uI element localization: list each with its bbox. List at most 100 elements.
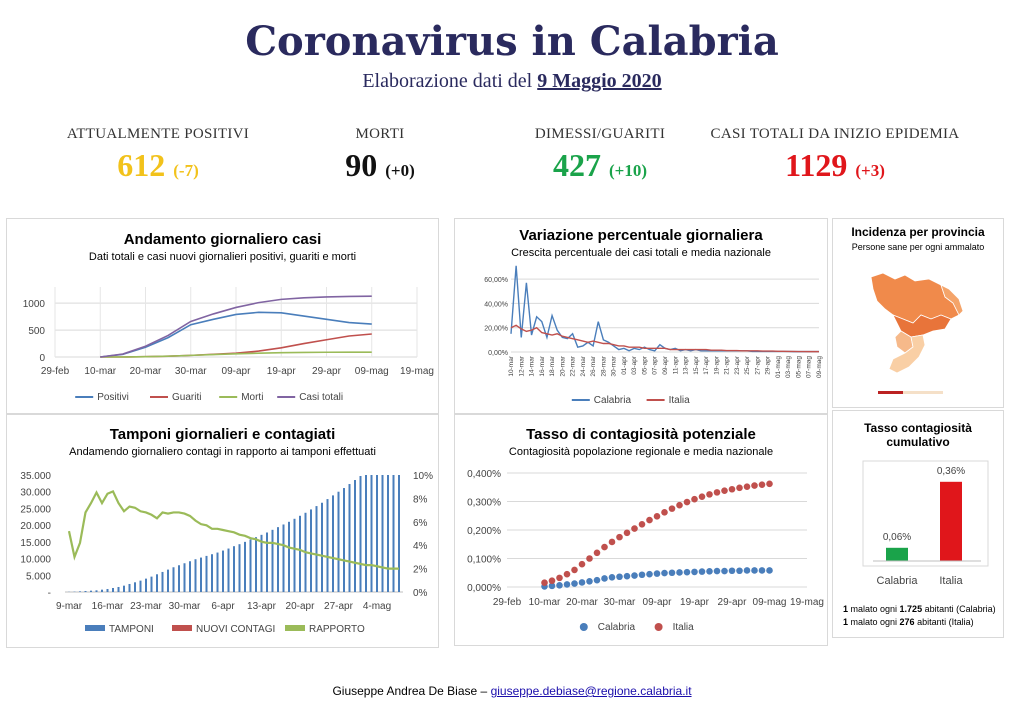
x-tick-label: 20-apr [286,601,316,612]
y-left-tick-label: 20.000 [20,521,51,532]
panel-subtitle: Crescita percentuale dei casi totali e m… [511,247,771,259]
bar-tamponi [299,515,301,592]
scatter-point-calabria [698,568,706,575]
bar-tamponi [145,578,147,592]
scatter-point-italia [743,483,751,490]
bar-tamponi [216,552,219,592]
series-line-positivi [100,311,372,358]
x-tick-label: 20-mar [130,366,162,377]
bar-tamponi [134,582,136,592]
footer-email-link[interactable]: giuseppe.debiase@regione.calabria.it [490,684,692,698]
y-tick-label: 500 [28,326,45,337]
stat-label: ATTUALMENTE POSITIVI [66,126,250,142]
stat-value: 427 [552,147,601,183]
legend-label: Positivi [97,392,129,403]
panel-title: Incidenza per provincia [851,225,985,239]
panel-title: Variazione percentuale giornaliera [519,227,763,244]
scatter-point-italia [646,516,653,524]
map-calabria [870,272,964,394]
bar-calabria [886,547,908,561]
scatter-point-calabria [728,567,736,575]
legend-marker [654,623,663,631]
legend-label: Italia [669,395,691,406]
bar-tamponi [161,571,164,592]
x-tick-label: 05-mag [795,356,802,378]
x-tick-label: 03-apr [631,355,638,375]
stat-casi-totali: CASI TOTALI DA INIZIO EPIDEMIA 1129 (+3) [710,126,960,184]
panel-title: Tamponi giornalieri e contagiati [109,426,336,443]
bar-tamponi [310,509,312,592]
x-tick-label: 07-apr [652,355,659,375]
x-tick-label: 15-apr [693,355,700,375]
bar-tamponi [271,529,274,592]
legend-marker [579,623,588,631]
stat-value: 90 [345,147,378,183]
x-tick-label: 19-mag [790,597,824,608]
bar-tamponi [337,491,340,592]
scatter-point-italia [683,498,691,506]
scatter-point-calabria [616,573,623,581]
bar-tamponi [95,590,98,592]
scatter-point-italia [758,481,766,488]
bar-tamponi [90,590,92,592]
bar-tamponi [332,495,334,592]
scatter-point-calabria [638,571,646,579]
x-tick-label: 12-mar [518,355,525,376]
y-tick-label: 60,00% [484,277,508,284]
bar-tamponi [139,580,142,592]
chart-tamponi: - 5.000 10.000 15.000 20.000 25.000 30.000 35.0… [20,471,433,635]
panel-title: Andamento giornaliero casi [123,231,322,248]
legend-label: RAPPORTO [309,624,365,635]
x-tick-label: 09-mag [355,366,389,377]
legend-label: Morti [241,392,263,403]
province-crotone [940,284,964,316]
scatter-point-calabria [668,569,676,577]
y-right-tick-label: 4% [413,541,428,552]
bar-tamponi [238,544,241,592]
x-tick-label: 19-mag [400,366,434,377]
legend-label: Italia [673,622,695,633]
y-tick-label: 20,00% [484,326,508,333]
x-tick-label: 19-apr [680,597,710,608]
legend-label: Calabria [598,622,636,633]
x-tick-label: 03-mag [785,356,792,378]
scatter-point-italia [713,489,721,496]
y-tick-label: 0,200% [467,526,501,537]
stat-value: 612 [117,147,166,183]
bar-tamponi [398,475,400,592]
scatter-point-calabria [713,567,721,575]
bar-tamponi [233,546,235,592]
x-tick-label: 01-apr [621,355,628,375]
plot-area [862,460,989,567]
x-tick-label: 30-mar [611,355,618,376]
x-tick-label: 29-apr [312,366,342,377]
series-line-casi-totali [100,295,372,358]
scatter-point-calabria [623,572,631,580]
page-title: Coronavirus in Calabria [245,18,779,65]
x-tick-label: 18-mar [549,355,556,376]
scatter-point-calabria [743,567,751,574]
bar-tamponi [365,475,367,592]
y-right-tick-label: 0% [413,588,428,599]
x-tick-label: 13-apr [683,355,690,375]
x-tick-label: 24-mar [580,355,587,376]
scatter-point-italia [638,521,646,528]
bar-tamponi [282,524,285,592]
stat-delta: (-7) [173,161,199,180]
series-line-rapporto [67,489,399,570]
x-tick-label: 05-apr [641,355,648,375]
scatter-point-italia [548,577,556,585]
y-tick-label: 0 [39,353,45,364]
x-tick-label: 6-apr [211,601,235,612]
y-left-tick-label: 5.000 [26,571,51,582]
scatter-point-calabria [751,567,758,574]
panel-andamento-casi: Andamento giornaliero casi Dati totali e… [6,218,439,414]
bar-tamponi [370,475,373,592]
cumulativo-note-calabria: 1 malato ogni 1.725 abitanti (Calabria) [843,604,996,614]
y-right-tick-label: 2% [413,565,428,576]
bar-tamponi [156,574,158,592]
bar-tamponi [178,565,180,592]
x-tick-label: 09-mag [753,597,787,608]
bar-tamponi [128,583,131,592]
stat-value: 1129 [785,147,848,183]
